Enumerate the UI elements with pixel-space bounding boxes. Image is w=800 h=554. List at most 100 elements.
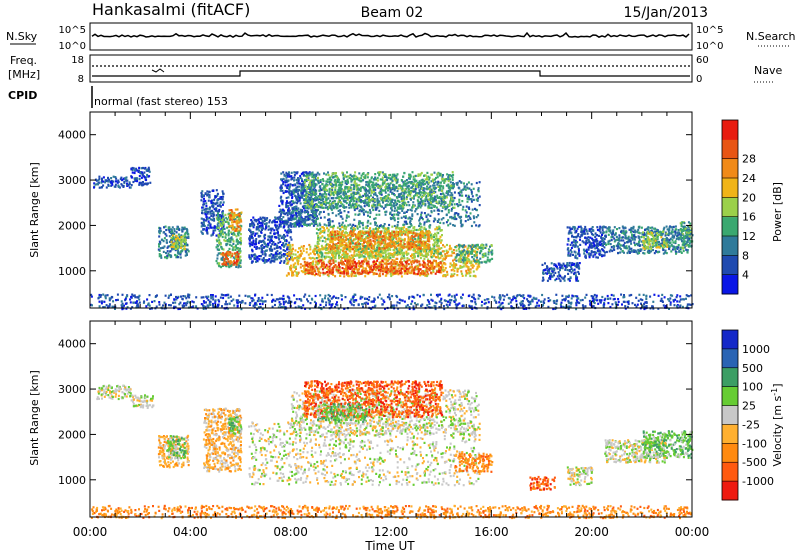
echo-cell [329, 271, 332, 274]
echo-cell [251, 233, 254, 236]
echo-cell [334, 260, 337, 263]
echo-cell [352, 268, 355, 271]
echo-cell [328, 270, 331, 273]
echo-cell [368, 252, 371, 255]
echo-cell [210, 201, 213, 205]
echo-cell [410, 241, 413, 245]
echo-cell [334, 264, 337, 267]
echo-cell [290, 194, 293, 197]
echo-cell [233, 257, 236, 260]
echo-cell [374, 193, 377, 196]
echo-cell [403, 243, 406, 246]
echo-cell [339, 228, 342, 231]
echo-cell [280, 195, 283, 198]
echo-cell [422, 188, 425, 191]
echo-cell [340, 211, 343, 214]
echo-cell [453, 269, 456, 272]
echo-cell [359, 199, 362, 202]
echo-cell [424, 263, 427, 266]
echo-cell [400, 240, 403, 243]
echo-cell [439, 271, 442, 274]
echo-cell [174, 247, 177, 250]
echo-cell [299, 176, 302, 180]
echo-cell [297, 251, 299, 254]
echo-cell [372, 262, 375, 265]
echo-cell [391, 241, 394, 244]
echo-cell [385, 255, 387, 258]
echo-cell [340, 236, 342, 239]
freq-tick-top: 18 [71, 55, 84, 66]
echo-cell [179, 251, 182, 254]
echo-cell [304, 189, 307, 192]
echo-cell [376, 253, 379, 256]
echo-cell [444, 263, 447, 266]
echo-cell [202, 228, 205, 231]
echo-cell [315, 232, 318, 235]
echo-cell [307, 265, 310, 268]
echo-cell [361, 230, 364, 233]
echo-cell [184, 254, 187, 257]
echo-cell [372, 232, 375, 235]
echo-cell [418, 241, 420, 244]
echo-cell [388, 186, 391, 189]
echo-cell [384, 210, 387, 214]
echo-cell [439, 193, 442, 196]
echo-cell [362, 255, 365, 258]
echo-cell [436, 231, 439, 234]
echo-cell [449, 181, 452, 184]
echo-cell [339, 234, 342, 237]
echo-cell [227, 233, 230, 236]
echo-cell [347, 270, 349, 273]
echo-cell [318, 239, 321, 242]
echo-cell [389, 232, 392, 235]
echo-cell [299, 263, 302, 266]
echo-cell [240, 225, 243, 228]
echo-cell [301, 264, 304, 267]
echo-cell [328, 235, 331, 238]
echo-cell [390, 239, 392, 242]
echo-cell [249, 229, 252, 232]
echo-cell [293, 214, 296, 217]
echo-cell [388, 262, 391, 265]
echo-cell [202, 194, 205, 197]
echo-cell [264, 222, 266, 225]
echo-cell [232, 242, 235, 246]
echo-cell [386, 237, 389, 241]
echo-cell [364, 226, 367, 229]
echo-cell [281, 189, 284, 192]
echo-cell [368, 271, 371, 274]
echo-cell [222, 217, 225, 220]
echo-cell [309, 266, 312, 269]
echo-cell [344, 231, 347, 234]
echo-cell [164, 232, 167, 236]
echo-cell [236, 232, 239, 235]
echo-cell [230, 209, 233, 212]
beam-title: Beam 02 [361, 5, 424, 21]
echo-cell [381, 197, 384, 200]
echo-cell [369, 255, 372, 258]
echo-cell [462, 188, 465, 191]
echo-cell [453, 183, 455, 186]
echo-cell [472, 274, 475, 278]
echo-cell [318, 248, 321, 251]
echo-cell [444, 255, 447, 258]
echo-cell [338, 257, 340, 260]
echo-cell [445, 250, 448, 253]
echo-cell [134, 178, 137, 181]
echo-cell [279, 210, 282, 213]
echo-cell [403, 251, 405, 254]
echo-cell [292, 253, 295, 256]
echo-cell [400, 207, 403, 210]
echo-cell [180, 234, 183, 237]
echo-cell [427, 273, 430, 276]
echo-cell [146, 173, 149, 177]
echo-cell [336, 230, 339, 233]
echo-cell [298, 197, 301, 200]
echo-cell [413, 248, 416, 251]
echo-cell [135, 167, 138, 170]
echo-cell [362, 259, 365, 262]
echo-cell [441, 201, 443, 204]
echo-cell [423, 247, 426, 251]
echo-cell [469, 274, 472, 278]
echo-cell [412, 267, 415, 270]
